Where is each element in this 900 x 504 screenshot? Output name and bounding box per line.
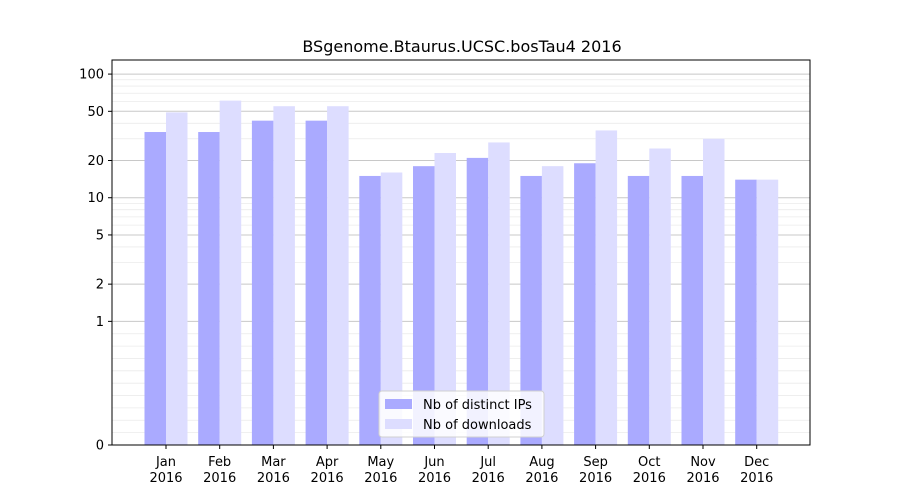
y-tick-label: 1 (96, 315, 104, 330)
legend-swatch (385, 419, 412, 429)
plot-frame (111, 59, 811, 446)
bar-downloads (756, 179, 779, 446)
x-tick-label: Jul 2016 (472, 455, 505, 486)
x-tick-label: Mar 2016 (257, 455, 290, 486)
bar-downloads (327, 106, 349, 445)
bar-distinct-ips (735, 179, 757, 446)
bar-distinct-ips (466, 157, 489, 446)
chart-title: BSgenome.Btaurus.UCSC.bosTau4 2016 (302, 37, 621, 56)
bar-downloads (434, 153, 456, 445)
bar-downloads (595, 130, 618, 445)
y-tick-label: 100 (79, 68, 104, 83)
legend-swatch (385, 399, 412, 409)
y-tick-label: 10 (87, 191, 104, 206)
bar-downloads (541, 166, 564, 445)
x-axis: Jan 2016 Feb 2016 Mar 2016 Apr 2016 May 2016 Jun 20… (149, 445, 773, 486)
x-tick-label: Jan 2016 (149, 455, 182, 486)
bar-downloads (380, 172, 403, 446)
y-axis: 0 1 2 5 10 20 50 100 (79, 68, 112, 454)
x-tick-label: Aug 2016 (525, 455, 558, 486)
y-tick-label: 0 (96, 439, 104, 454)
x-tick-label: Sep 2016 (579, 455, 612, 486)
bar-downloads (703, 138, 725, 446)
y-tick-label: 50 (87, 105, 104, 120)
bar-distinct-ips (144, 132, 166, 446)
legend-label: Nb of distinct IPs (423, 398, 532, 413)
bars (144, 100, 779, 446)
bar-distinct-ips (520, 175, 542, 445)
bar-distinct-ips (681, 175, 703, 445)
y-tick-label: 20 (87, 154, 104, 169)
legend-box (378, 390, 545, 438)
x-tick-label: Nov 2016 (686, 455, 719, 486)
bar-downloads (649, 148, 671, 445)
legend: Nb of distinct IPs Nb of downloads (378, 390, 545, 438)
y-tick-label: 5 (96, 228, 104, 243)
y-tick-label: 2 (96, 278, 104, 293)
bar-distinct-ips (413, 166, 435, 445)
x-tick-label: Dec 2016 (740, 455, 773, 486)
bar-downloads (219, 100, 242, 445)
legend-label: Nb of downloads (423, 418, 532, 433)
x-tick-label: Oct 2016 (633, 455, 666, 486)
bar-distinct-ips (574, 163, 596, 445)
bar-downloads (166, 112, 188, 446)
bar-distinct-ips (198, 132, 220, 446)
bar-downloads (273, 106, 295, 445)
x-tick-label: Feb 2016 (203, 455, 236, 486)
bar-distinct-ips (359, 175, 381, 445)
bar-downloads (488, 142, 510, 445)
bar-distinct-ips (627, 175, 650, 445)
x-tick-label: Apr 2016 (311, 455, 344, 486)
bar-distinct-ips (251, 120, 274, 446)
bar-distinct-ips (305, 120, 328, 446)
x-tick-label: Jun 2016 (418, 455, 451, 486)
x-tick-label: May 2016 (364, 455, 397, 486)
